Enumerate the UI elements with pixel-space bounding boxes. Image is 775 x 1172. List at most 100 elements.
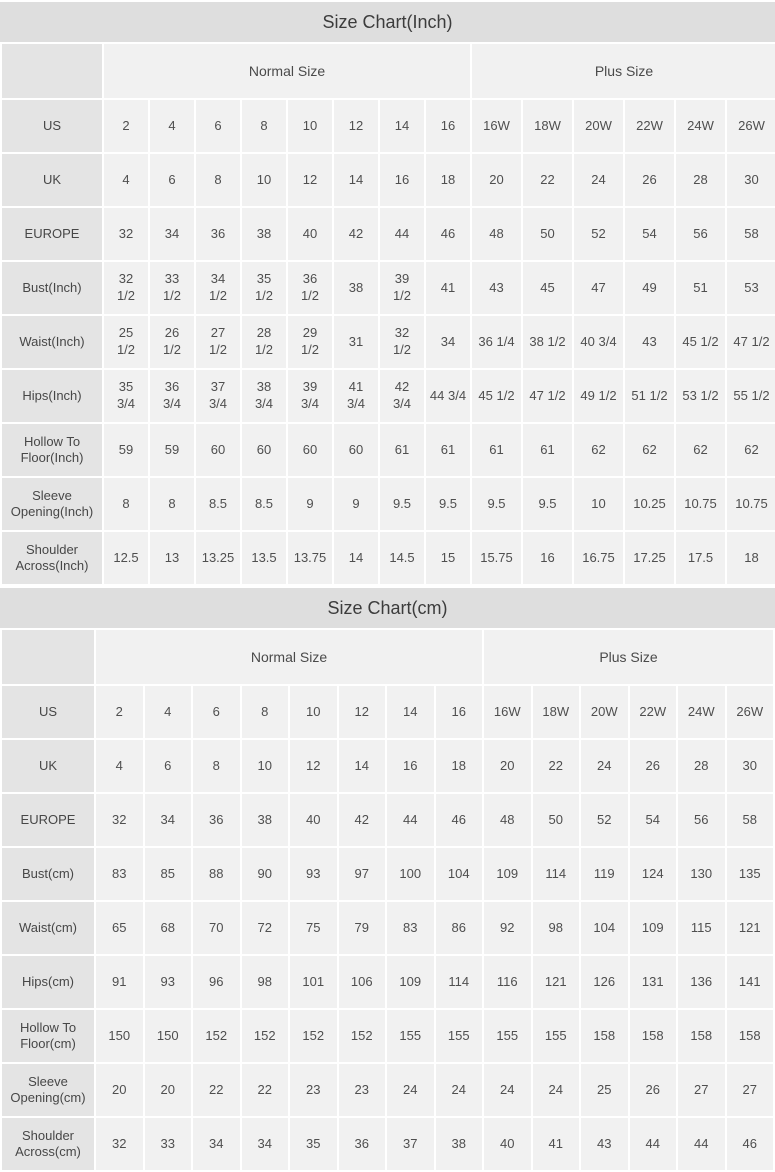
size-cell: 10 [290,686,337,738]
size-chart-cm-title: Size Chart(cm) [0,588,775,628]
size-cell: 56 [678,794,725,846]
size-cell: 10 [241,740,288,792]
group-header-normal-size: Normal Size [104,44,470,98]
size-cell: 42 [338,794,385,846]
size-cell: 47 1/2 [523,370,572,422]
size-cell: 16.75 [574,532,623,584]
size-cell: 39 3/4 [288,370,332,422]
row-label: Shoulder Across(cm) [2,1118,94,1170]
size-cell: 47 [574,262,623,314]
size-cell: 33 [144,1118,191,1170]
size-cell: 26 [629,1064,676,1116]
row-label: Sleeve Opening(cm) [2,1064,94,1116]
size-table-body: US 2 4 6 8 10 12 14 16 16W 18W 20W 22W 24W 26W UK 4 6 8 10 1… [2,100,775,584]
size-chart-inch-title: Size Chart(Inch) [0,2,775,42]
size-chart-cm-table: Normal Size Plus Size US 2 4 6 8 10 12 14 16 16W 1… [0,628,775,1172]
size-cell: 41 [532,1118,579,1170]
size-cell: 37 3/4 [196,370,240,422]
size-cell: 109 [484,848,531,900]
size-cell: 96 [193,956,240,1008]
size-cell: 72 [241,902,288,954]
table-row: EUROPE 32 34 36 38 40 42 44 46 48 50 52 54 56 58 [2,208,775,260]
size-cell: 45 1/2 [676,316,725,368]
size-cell: 44 3/4 [426,370,470,422]
size-cell: 16 [426,100,470,152]
size-cell: 24 [574,154,623,206]
size-cell: 25 1/2 [104,316,148,368]
size-cell: 155 [387,1010,434,1062]
size-cell: 60 [196,424,240,476]
size-cell: 6 [196,100,240,152]
size-cell: 18 [727,532,775,584]
size-cell: 75 [290,902,337,954]
size-cell: 51 [676,262,725,314]
size-cell: 9.5 [426,478,470,530]
size-cell: 60 [242,424,286,476]
size-cell: 34 [193,1118,240,1170]
row-label: Hips(Inch) [2,370,102,422]
size-cell: 26W [726,686,773,738]
size-cell: 116 [484,956,531,1008]
size-cell: 24W [678,686,725,738]
size-cell: 34 1/2 [196,262,240,314]
size-cell: 10.25 [625,478,674,530]
size-cell: 31 [334,316,378,368]
size-cell: 20 [472,154,521,206]
row-label: UK [2,154,102,206]
row-label: Bust(cm) [2,848,94,900]
size-cell: 61 [523,424,572,476]
size-cell: 12 [334,100,378,152]
size-cell: 18W [523,100,572,152]
size-cell: 15.75 [472,532,521,584]
group-header-row: Normal Size Plus Size [2,44,775,98]
size-cell: 14.5 [380,532,424,584]
size-cell: 24 [435,1064,482,1116]
size-cell: 12 [290,740,337,792]
size-cell: 62 [574,424,623,476]
size-cell: 65 [96,902,143,954]
size-cell: 14 [334,532,378,584]
size-cell: 37 [387,1118,434,1170]
size-cell: 46 [726,1118,773,1170]
size-cell: 42 [334,208,378,260]
size-cell: 8.5 [242,478,286,530]
row-label: Sleeve Opening(Inch) [2,478,102,530]
size-cell: 36 [338,1118,385,1170]
size-cell: 35 1/2 [242,262,286,314]
table-row: Bust(Inch) 32 1/2 33 1/2 34 1/2 35 1/2 36 1/2… [2,262,775,314]
size-cell: 4 [104,154,148,206]
size-cell: 22 [523,154,572,206]
size-cell: 136 [678,956,725,1008]
size-cell: 152 [193,1010,240,1062]
size-cell: 42 3/4 [380,370,424,422]
table-row: Hollow To Floor(cm) 150 150 152 152 152 152 155… [2,1010,773,1062]
size-cell: 8 [196,154,240,206]
size-cell: 98 [241,956,288,1008]
size-cell: 32 [96,794,143,846]
row-label: Waist(Inch) [2,316,102,368]
size-cell: 13.25 [196,532,240,584]
size-cell: 16 [387,740,434,792]
size-cell: 62 [625,424,674,476]
size-cell: 20 [484,740,531,792]
size-cell: 34 [241,1118,288,1170]
size-cell: 2 [96,686,143,738]
size-cell: 83 [387,902,434,954]
size-cell: 48 [472,208,521,260]
size-cell: 85 [144,848,191,900]
size-cell: 10.75 [727,478,775,530]
size-cell: 38 3/4 [242,370,286,422]
size-cell: 49 [625,262,674,314]
size-cell: 13.75 [288,532,332,584]
size-cell: 28 [678,740,725,792]
size-cell: 22 [532,740,579,792]
row-label: UK [2,740,94,792]
size-cell: 51 1/2 [625,370,674,422]
size-cell: 22 [193,1064,240,1116]
size-cell: 14 [380,100,424,152]
size-cell: 106 [338,956,385,1008]
size-cell: 58 [726,794,773,846]
size-cell: 16W [484,686,531,738]
size-cell: 60 [334,424,378,476]
